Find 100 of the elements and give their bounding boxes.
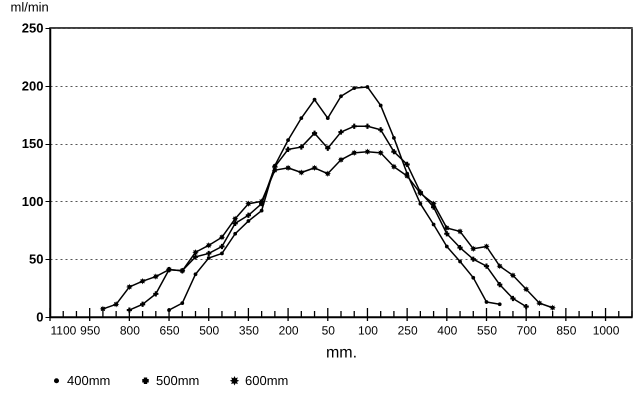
x-tick-label: 50 — [322, 324, 336, 338]
x-tick-label: 800 — [120, 324, 140, 338]
point — [498, 302, 502, 306]
point — [233, 232, 238, 236]
point — [364, 148, 371, 155]
point — [338, 156, 344, 163]
point — [471, 276, 476, 280]
point — [324, 170, 331, 177]
point — [497, 282, 502, 288]
point — [366, 85, 370, 89]
x-tick-label: 100 — [358, 324, 378, 338]
point — [432, 222, 436, 226]
point — [430, 200, 437, 207]
x-tick-label: 500 — [199, 324, 220, 338]
x-tick-label: 700 — [516, 324, 538, 338]
y-tick-label: 200 — [22, 78, 44, 94]
point — [456, 228, 464, 235]
point — [470, 246, 476, 252]
point — [140, 302, 146, 307]
point — [220, 252, 224, 256]
point — [285, 146, 291, 152]
point — [524, 304, 529, 310]
x-tick-label: 200 — [278, 324, 299, 338]
x-tick-label: 1000 — [592, 324, 620, 338]
point — [206, 250, 212, 256]
y-tick-label: 0 — [36, 310, 44, 324]
point — [112, 301, 120, 308]
point — [404, 162, 410, 168]
x-tick-label: 550 — [476, 324, 498, 338]
point — [364, 124, 370, 129]
x-tick-label: 850 — [556, 324, 577, 338]
point — [390, 164, 398, 170]
point — [100, 306, 106, 312]
point — [219, 244, 225, 250]
point — [152, 273, 159, 280]
y-tick-label: 50 — [29, 252, 44, 267]
point — [338, 129, 344, 135]
point — [206, 242, 212, 248]
x-tick-label: 1100 — [50, 324, 77, 338]
point — [483, 243, 490, 250]
point — [192, 254, 198, 260]
point — [153, 291, 158, 296]
point — [352, 124, 357, 129]
point — [312, 98, 316, 102]
point — [484, 300, 488, 304]
point — [523, 286, 530, 292]
point — [192, 249, 199, 256]
x-tick-label: 950 — [80, 324, 101, 338]
point — [286, 138, 290, 142]
point — [391, 149, 397, 154]
point — [470, 256, 476, 262]
point — [378, 127, 384, 132]
point — [378, 150, 384, 156]
y-tick-label: 150 — [22, 136, 44, 152]
x-tick-label: 350 — [238, 324, 260, 338]
point — [444, 224, 450, 232]
point — [298, 144, 304, 150]
point — [311, 164, 318, 172]
point — [444, 231, 450, 236]
point — [418, 202, 422, 206]
point — [298, 169, 304, 176]
point — [484, 264, 490, 269]
point — [232, 220, 238, 226]
point — [126, 284, 133, 290]
x-tick-label: 400 — [437, 324, 458, 338]
point — [351, 150, 358, 156]
y-tick-label: 100 — [22, 194, 44, 209]
point — [378, 104, 383, 108]
point — [404, 172, 410, 180]
point — [246, 212, 252, 218]
point — [206, 256, 211, 260]
y-tick-label: 250 — [22, 20, 44, 36]
point — [458, 260, 462, 264]
legend-label: 600mm — [245, 372, 288, 388]
point — [510, 272, 516, 279]
point — [326, 116, 330, 120]
point — [549, 304, 556, 311]
point — [260, 208, 264, 213]
legend-label: 400mm — [67, 372, 110, 388]
x-tick-label: 650 — [160, 324, 180, 338]
point — [218, 234, 226, 240]
point — [246, 219, 250, 223]
point — [299, 116, 304, 120]
point — [284, 164, 292, 172]
point — [444, 244, 449, 248]
x-tick-label: 250 — [398, 324, 418, 338]
point — [510, 296, 516, 302]
point — [352, 86, 356, 90]
y-axis-title: ml/min — [10, 0, 49, 14]
point — [139, 278, 146, 284]
point — [180, 301, 184, 305]
x-axis-title: mm. — [326, 344, 358, 362]
point — [194, 272, 198, 276]
point — [245, 200, 252, 207]
point — [339, 94, 343, 98]
legend-label: 500mm — [156, 372, 200, 388]
point — [272, 167, 278, 174]
point — [392, 136, 396, 140]
point — [457, 245, 463, 250]
point — [496, 262, 503, 270]
